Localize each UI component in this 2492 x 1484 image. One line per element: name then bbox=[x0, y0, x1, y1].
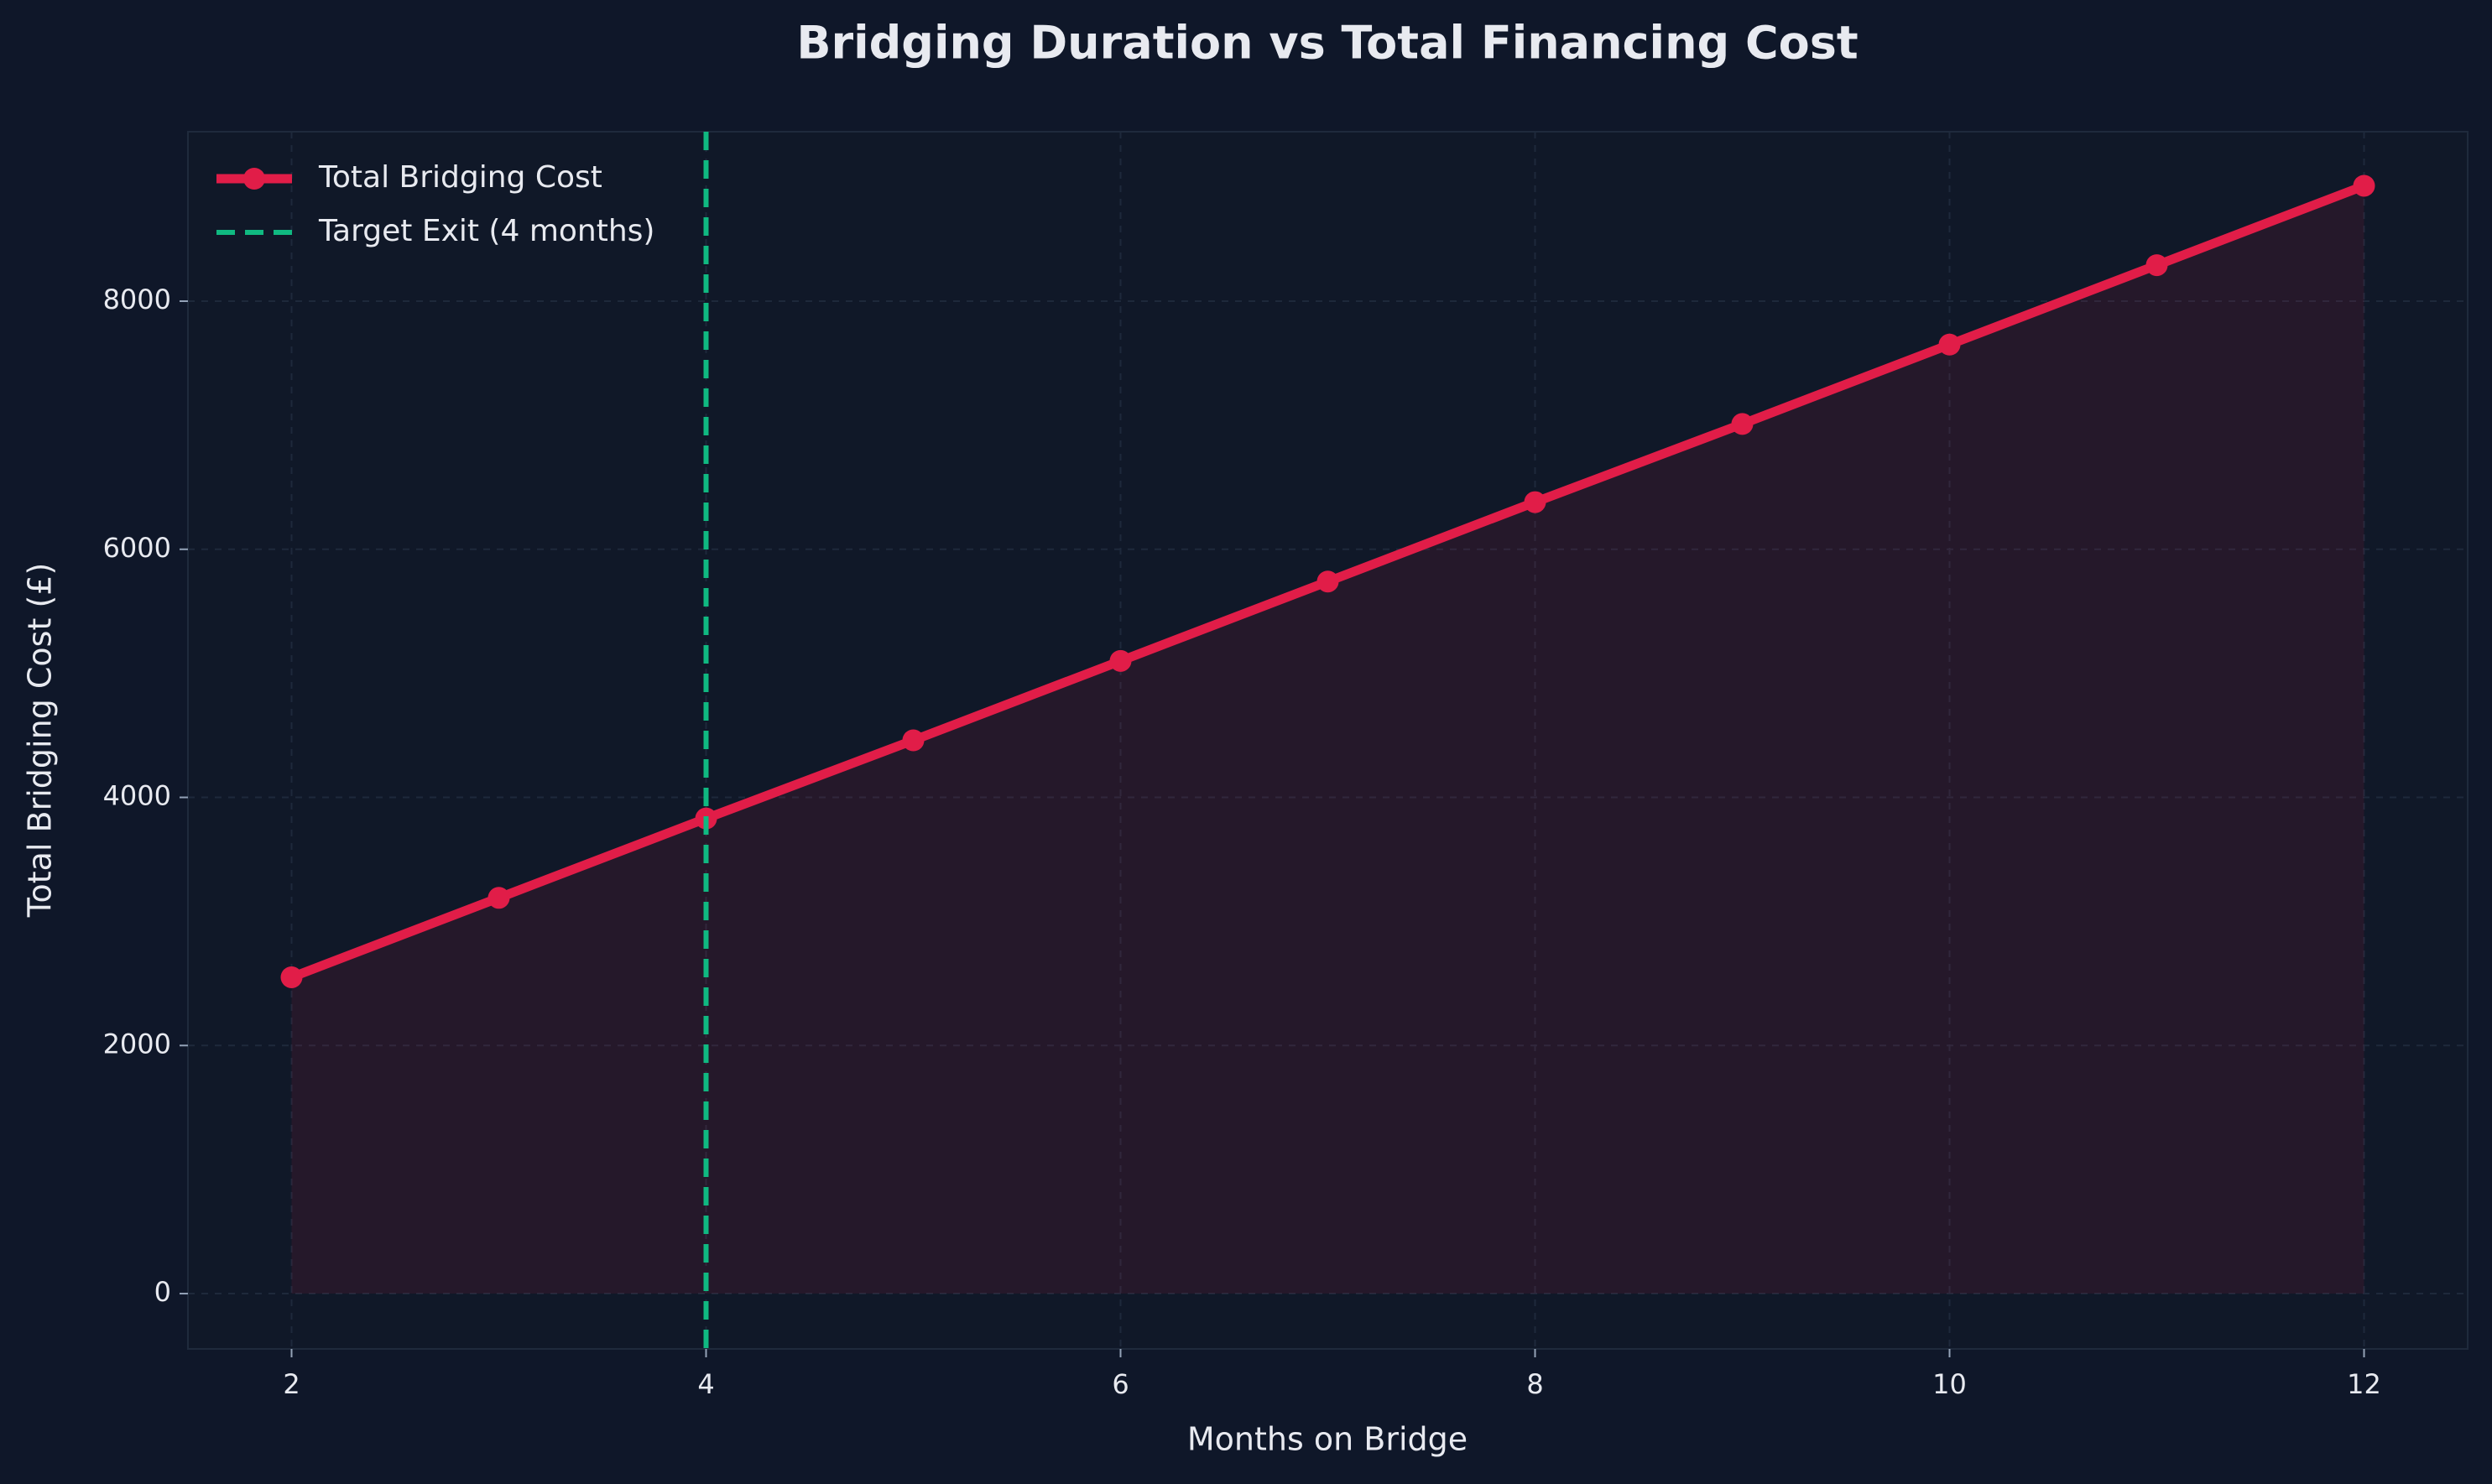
legend-label: Total Bridging Cost bbox=[318, 160, 602, 195]
y-tick-label: 2000 bbox=[103, 1028, 171, 1060]
data-point bbox=[2145, 254, 2168, 277]
data-point bbox=[902, 729, 925, 752]
y-tick-label: 8000 bbox=[103, 284, 171, 315]
x-axis-label: Months on Bridge bbox=[1187, 1421, 1468, 1458]
y-tick-label: 6000 bbox=[103, 532, 171, 564]
x-tick-label: 4 bbox=[697, 1368, 714, 1400]
chart-title: Bridging Duration vs Total Financing Cos… bbox=[796, 17, 1858, 70]
x-tick-label: 6 bbox=[1112, 1368, 1129, 1400]
y-tick-label: 0 bbox=[154, 1276, 171, 1308]
area-fill bbox=[291, 185, 2364, 1294]
plot-area bbox=[187, 131, 2469, 1350]
data-point bbox=[1316, 570, 1339, 593]
legend-marker bbox=[243, 168, 265, 190]
x-tick-label: 8 bbox=[1526, 1368, 1543, 1400]
data-point bbox=[280, 966, 303, 988]
x-tick-label: 2 bbox=[283, 1368, 300, 1400]
data-point bbox=[2353, 174, 2375, 197]
y-axis-label: Total Bridging Cost (£) bbox=[22, 563, 59, 919]
data-point bbox=[1938, 333, 1961, 356]
x-tick-label: 12 bbox=[2347, 1368, 2381, 1400]
data-point bbox=[1524, 491, 1546, 513]
y-tick-label: 4000 bbox=[103, 780, 171, 812]
data-point bbox=[1109, 649, 1132, 672]
x-tick-label: 10 bbox=[1932, 1368, 1967, 1400]
data-point bbox=[487, 887, 510, 909]
data-point bbox=[1731, 413, 1754, 435]
legend-label: Target Exit (4 months) bbox=[318, 214, 654, 248]
